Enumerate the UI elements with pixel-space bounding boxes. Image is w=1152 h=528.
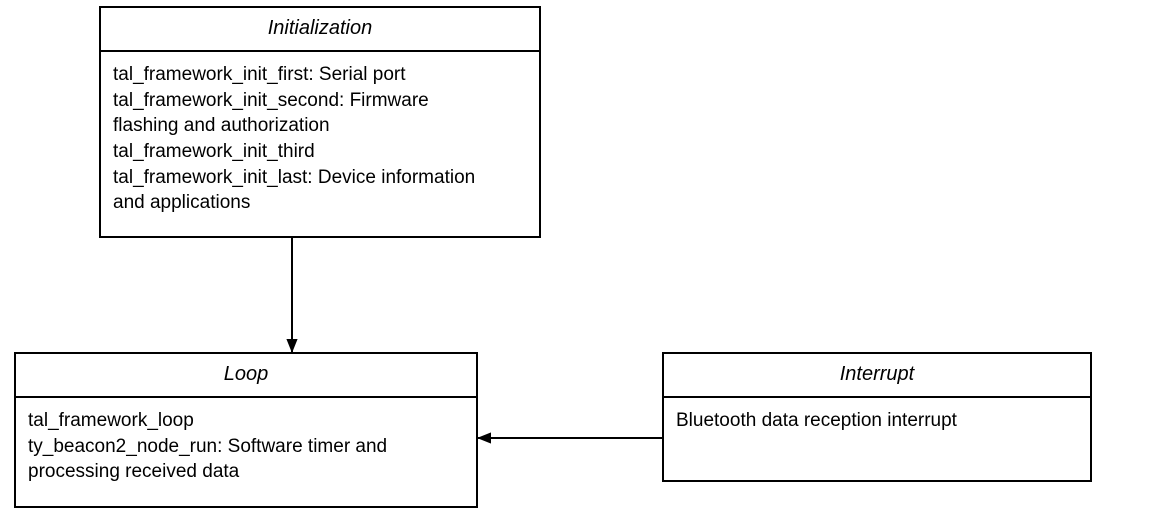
node-interrupt: Interrupt Bluetooth data reception inter… [662, 352, 1092, 482]
node-initialization-line: and applications [113, 190, 527, 216]
node-loop-body: tal_framework_loop ty_beacon2_node_run: … [16, 398, 476, 497]
node-loop-line: ty_beacon2_node_run: Software timer and [28, 434, 464, 460]
node-loop: Loop tal_framework_loop ty_beacon2_node_… [14, 352, 478, 508]
node-interrupt-title: Interrupt [664, 354, 1090, 398]
node-initialization: Initialization tal_framework_init_first:… [99, 6, 541, 238]
node-interrupt-body: Bluetooth data reception interrupt [664, 398, 1090, 446]
node-initialization-line: flashing and authorization [113, 113, 527, 139]
node-initialization-line: tal_framework_init_second: Firmware [113, 88, 527, 114]
node-initialization-title: Initialization [101, 8, 539, 52]
node-loop-title: Loop [16, 354, 476, 398]
node-loop-line: processing received data [28, 459, 464, 485]
node-interrupt-line: Bluetooth data reception interrupt [676, 408, 1078, 434]
node-initialization-body: tal_framework_init_first: Serial port ta… [101, 52, 539, 228]
node-initialization-line: tal_framework_init_last: Device informat… [113, 165, 527, 191]
node-loop-line: tal_framework_loop [28, 408, 464, 434]
node-initialization-line: tal_framework_init_first: Serial port [113, 62, 527, 88]
node-initialization-line: tal_framework_init_third [113, 139, 527, 165]
